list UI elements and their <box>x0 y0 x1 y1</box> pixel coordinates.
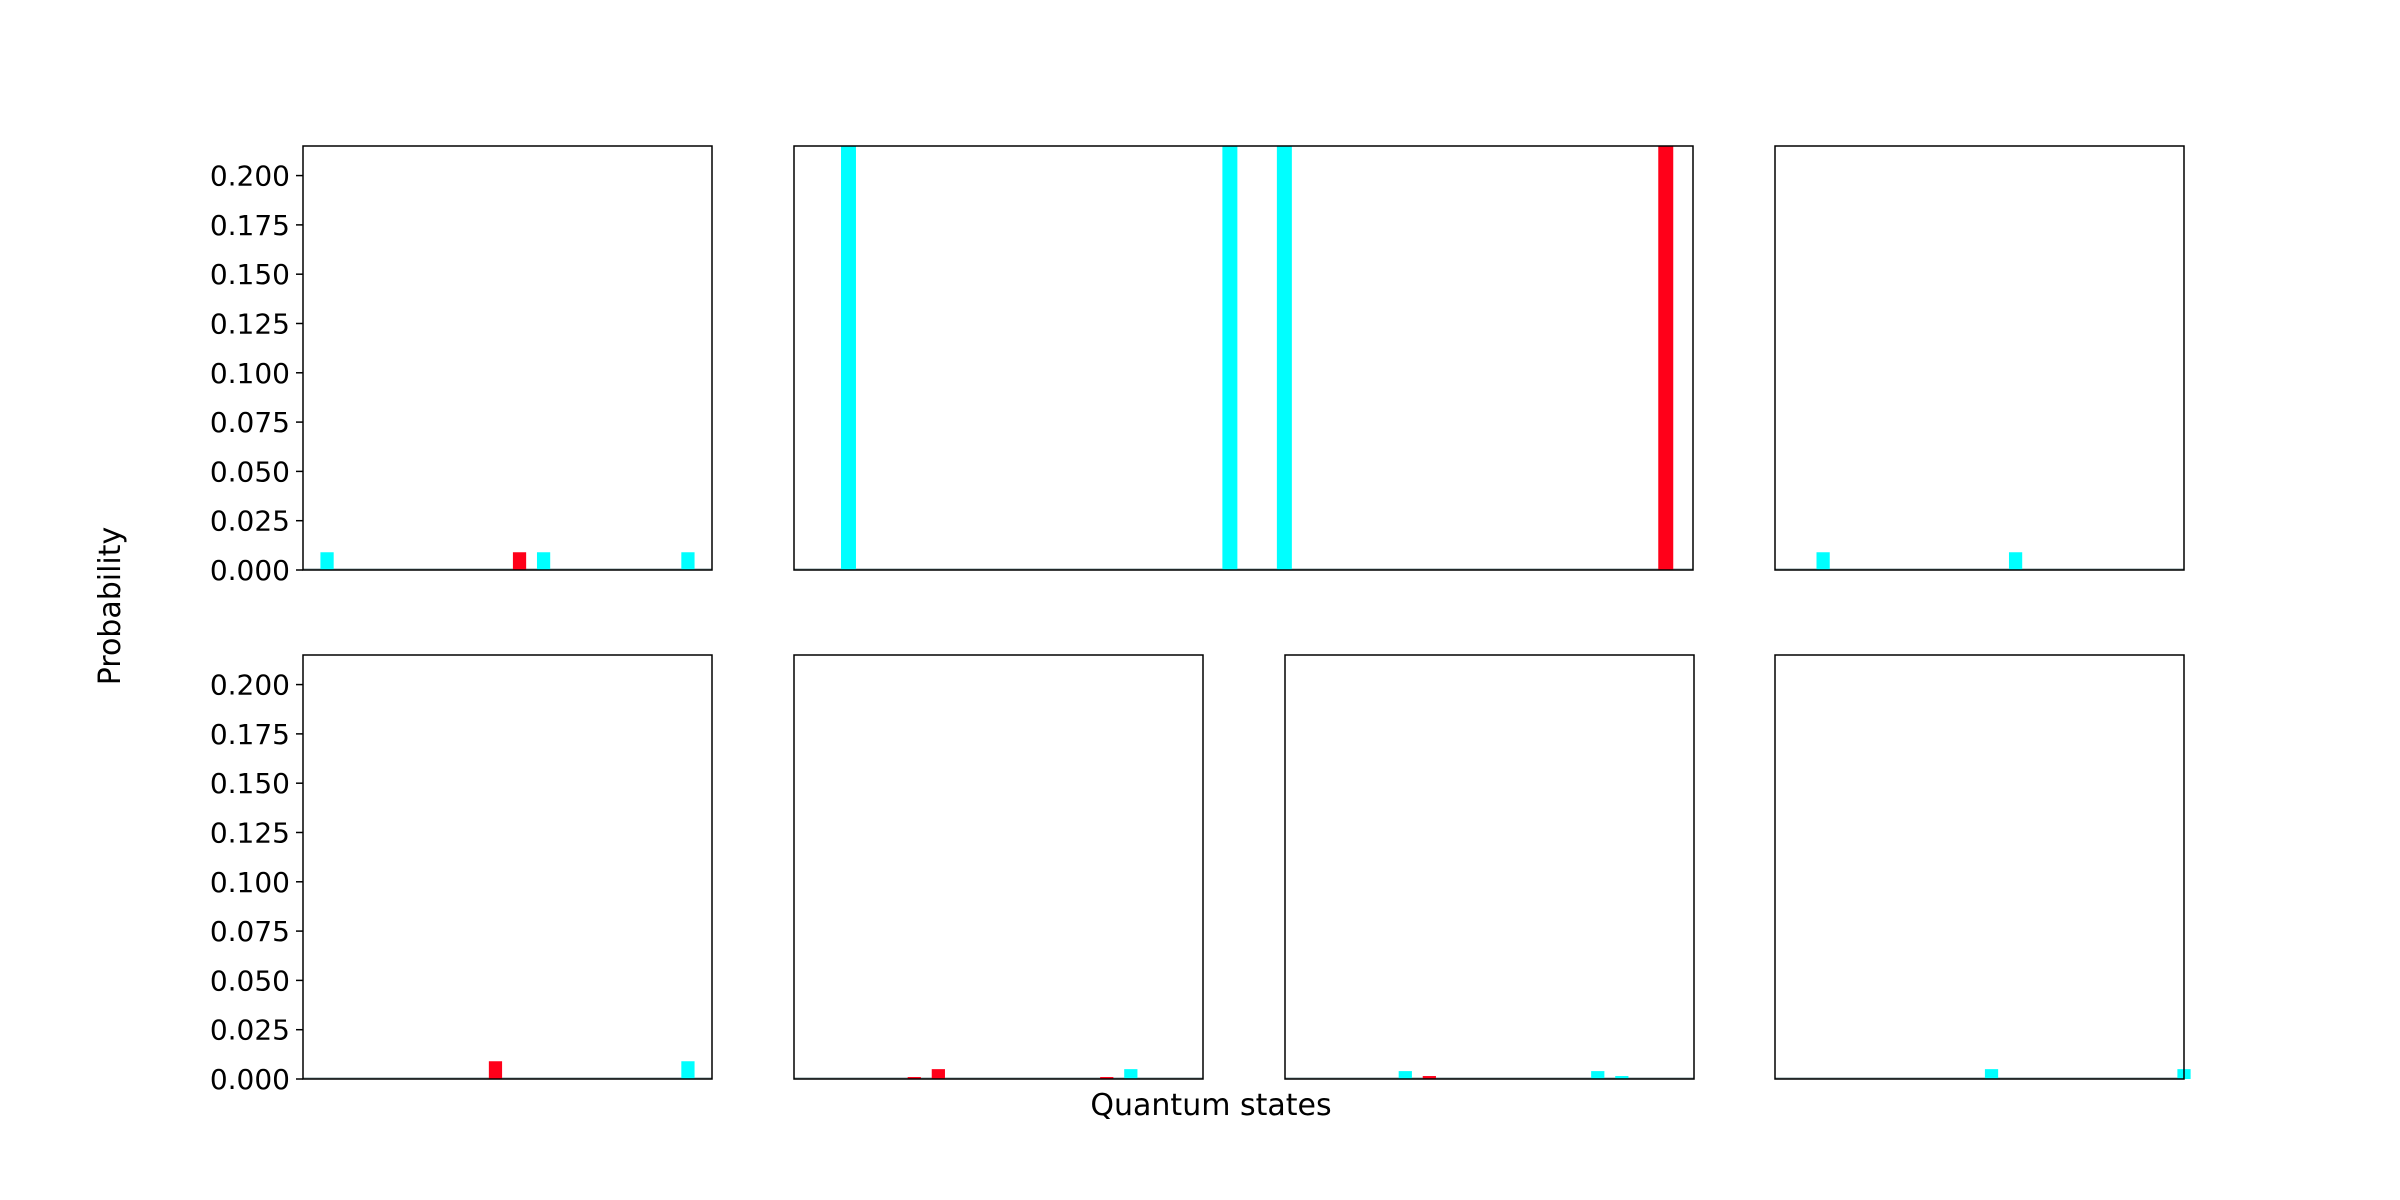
chart-panel-bottom-4 <box>1774 654 2191 1080</box>
y-tick-label: 0.075 <box>210 915 290 948</box>
axes-frame <box>302 654 713 1080</box>
bar-state-12 <box>1591 1071 1605 1079</box>
y-tick-label: 0.050 <box>210 964 290 997</box>
x-axis-label: Quantum states <box>1090 1088 1331 1123</box>
bar-state-12 <box>1100 1077 1114 1079</box>
y-tick-label: 0.175 <box>210 718 290 751</box>
y-tick-label: 0.150 <box>210 767 290 800</box>
y-tick-label: 0.100 <box>210 866 290 899</box>
bar-state-13 <box>1124 1069 1138 1079</box>
bar-state-9 <box>2008 552 2023 570</box>
bar-state-8 <box>512 552 527 570</box>
y-tick-label: 0.150 <box>210 258 290 291</box>
chart-panel-top-wide <box>793 145 1694 571</box>
y-tick-label: 0.200 <box>210 160 290 193</box>
chart-panel-top-1: 0.000 0.025 0.050 0.075 0.100 0.125 0.150 0.175… <box>210 145 713 587</box>
bar-state-9 <box>536 552 551 570</box>
chart-panel-bottom-3 <box>1284 654 1695 1080</box>
bar-state-4 <box>907 1077 921 1079</box>
axes-frame <box>1284 654 1695 1080</box>
bar-state-5 <box>931 1069 945 1079</box>
y-tick-label: 0.200 <box>210 669 290 702</box>
chart-panel-top-3 <box>1774 145 2185 571</box>
panels: 0.000 0.025 0.050 0.075 0.100 0.125 0.150 0.175… <box>210 145 2191 1096</box>
axes-frame <box>302 145 713 571</box>
axes-frame <box>793 145 1694 571</box>
bar-state-13 <box>1615 1076 1629 1079</box>
y-axis-label: Probability <box>93 527 128 686</box>
y-tick-label: 0.025 <box>210 505 290 538</box>
y-tick-label: 0.050 <box>210 455 290 488</box>
y-tick-label: 0.175 <box>210 209 290 242</box>
y-tick-label: 0.100 <box>210 357 290 390</box>
bar-state-8 <box>1984 1069 1999 1079</box>
y-tick-label: 0.075 <box>210 406 290 439</box>
bar-state-15 <box>1222 146 1238 570</box>
y-tick-label: 0.000 <box>210 1063 290 1096</box>
y-tick-label: 0.125 <box>210 307 290 340</box>
bar-state-0 <box>320 552 334 570</box>
chart-panel-bottom-2 <box>793 654 1204 1080</box>
chart-panel-bottom-1: 0.000 0.025 0.050 0.075 0.100 0.125 0.150 0.175… <box>210 654 713 1096</box>
bar-state-17 <box>1276 146 1292 570</box>
y-tick-label: 0.000 <box>210 554 290 587</box>
bar-state-1 <box>1816 552 1830 570</box>
bar-state-15 <box>681 552 695 570</box>
bar-state-4 <box>1398 1071 1412 1079</box>
axes-frame <box>1774 654 2185 1080</box>
bar-state-5 <box>1422 1076 1436 1079</box>
bar-state-7 <box>488 1061 503 1079</box>
bar-state-15 <box>681 1061 695 1079</box>
y-tick-label: 0.025 <box>210 1014 290 1047</box>
axes-frame <box>1774 145 2185 571</box>
bar-state-31 <box>1658 146 1674 570</box>
bar-state-1 <box>840 146 856 570</box>
axes-frame <box>793 654 1204 1080</box>
y-tick-label: 0.125 <box>210 816 290 849</box>
